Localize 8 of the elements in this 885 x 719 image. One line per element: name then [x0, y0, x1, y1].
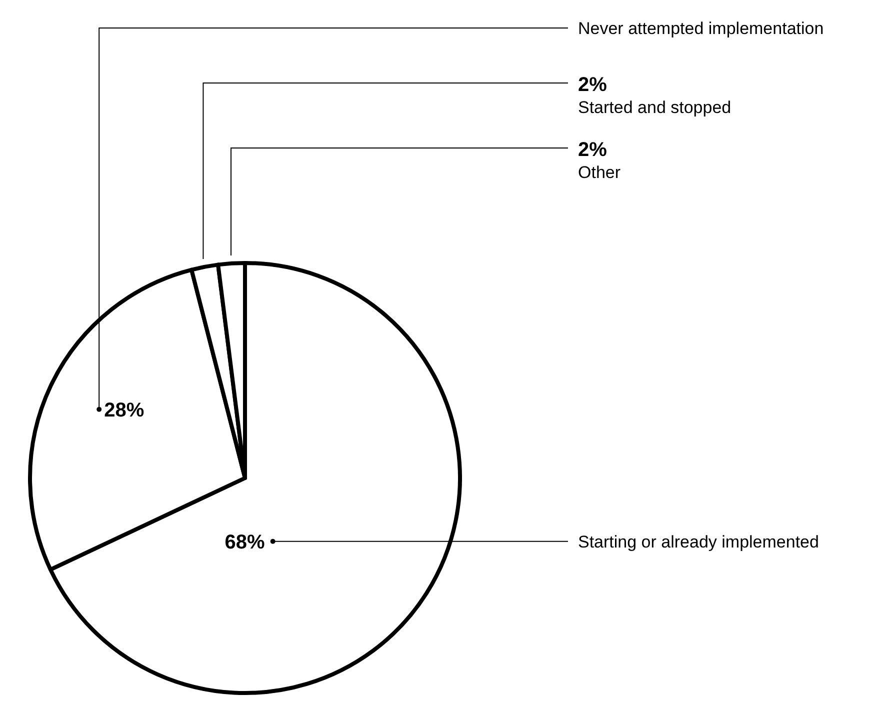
data-label: 2%: [578, 139, 608, 161]
data-label: 68%: [224, 531, 266, 554]
slice-label: Other: [578, 163, 621, 182]
data-label: 2%: [578, 74, 608, 96]
slice-label: Starting or already implemented: [578, 532, 819, 552]
slice-label: Never attempted implementation: [578, 19, 824, 38]
slice-label: Started and stopped: [578, 98, 732, 117]
data-label: 28%: [104, 399, 144, 422]
